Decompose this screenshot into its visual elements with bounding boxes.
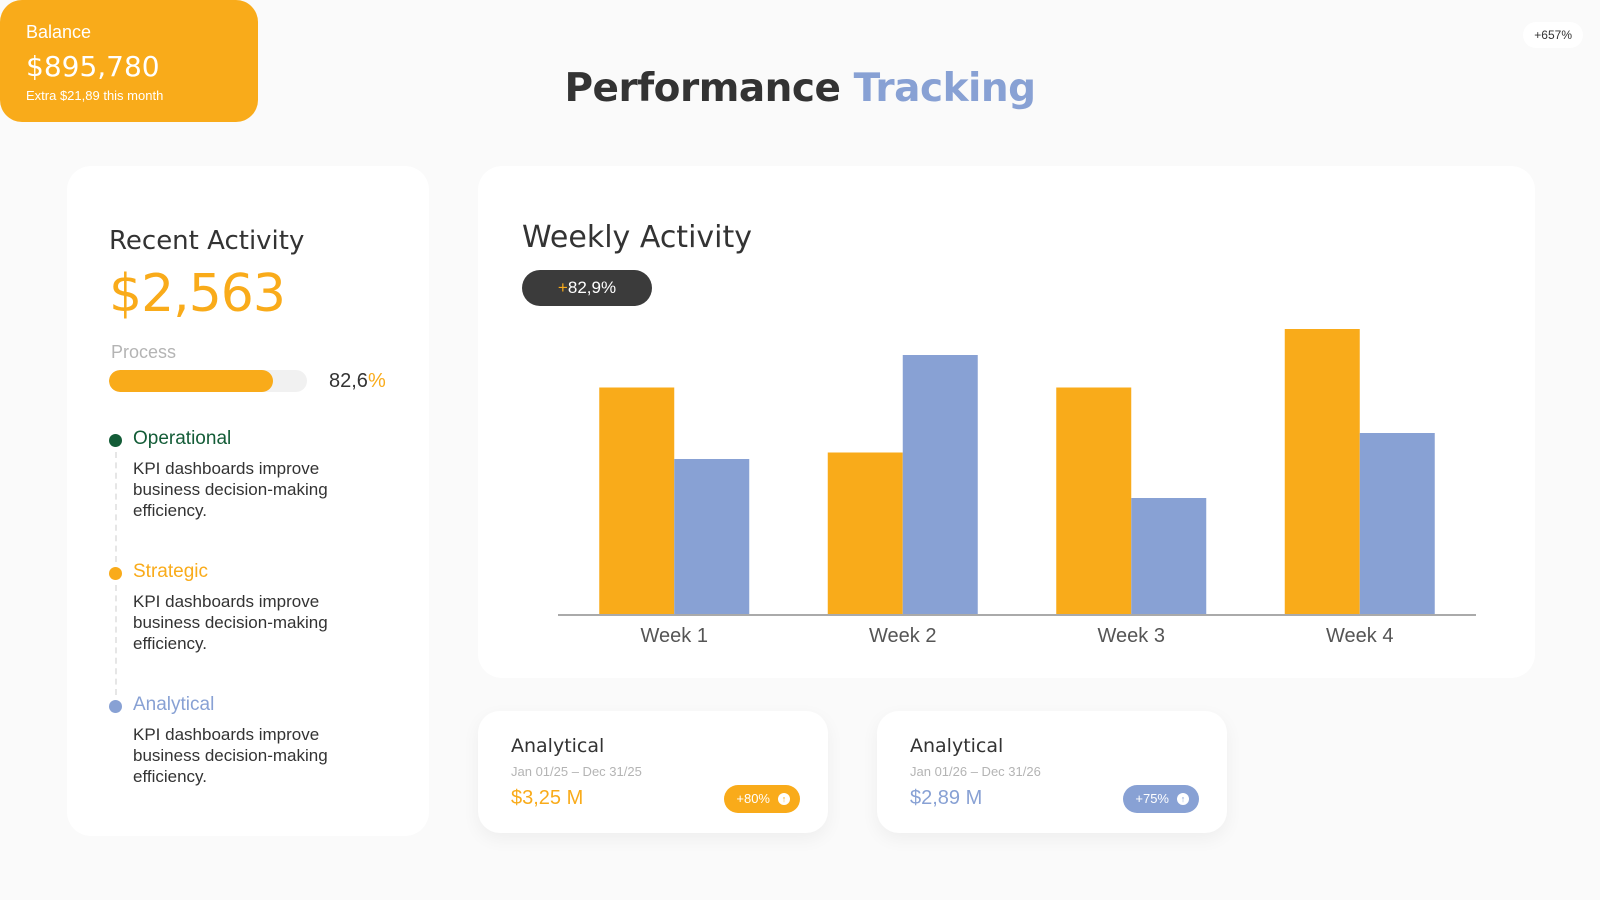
- x-tick-label: Week 4: [1326, 625, 1393, 647]
- x-tick-label: Week 1: [641, 625, 708, 647]
- weekly-change-sign: +: [557, 278, 568, 297]
- stat-date-range: Jan 01/26 – Dec 31/26: [910, 764, 1041, 779]
- timeline-description: KPI dashboards improve business decision…: [133, 592, 328, 653]
- process-progress-fill: [109, 370, 273, 392]
- process-percentage: 82,6%: [329, 370, 386, 393]
- timeline-dot-strategic: [109, 567, 122, 580]
- weekly-activity-title: Weekly Activity: [522, 220, 753, 255]
- page-title-accent: Tracking: [853, 66, 1036, 111]
- weekly-activity-chart: Week 1 Week 2 Week 3 Week 4: [558, 329, 1476, 647]
- weekly-change-badge: +82,9%: [522, 270, 652, 306]
- stat-growth-value: +75%: [1135, 791, 1169, 806]
- x-tick-label: Week 3: [1098, 625, 1165, 647]
- stat-title: Analytical: [511, 735, 605, 757]
- timeline-label-strategic: Strategic: [133, 561, 208, 582]
- timeline-connector: [115, 585, 117, 695]
- stat-growth-badge: +75% ↑: [1123, 785, 1199, 813]
- stat-growth-value: +80%: [736, 791, 770, 806]
- stat-growth-badge: +80% ↑: [724, 785, 800, 813]
- weekly-activity-card: Week 1 Week 2 Week 3 Week 4 Weekly Activity…: [478, 166, 1535, 678]
- timeline-label-analytical: Analytical: [133, 694, 215, 715]
- timeline-description: KPI dashboards improve business decision…: [133, 725, 328, 786]
- bar-week-3-series-2: [1131, 498, 1207, 615]
- stat-date-range: Jan 01/25 – Dec 31/25: [511, 764, 642, 779]
- bar-week-3-series-1: [1056, 387, 1132, 615]
- process-percentage-number: 82,6: [329, 370, 368, 392]
- balance-title: Balance: [26, 22, 92, 42]
- timeline-dot-analytical: [109, 700, 122, 713]
- recent-activity-value: $2,563: [109, 264, 286, 324]
- recent-activity-title: Recent Activity: [109, 226, 305, 256]
- balance-card: Balance $895,780 Extra $21,89 this month…: [0, 0, 1583, 122]
- bar-week-4-series-2: [1359, 433, 1435, 615]
- bar-week-1-series-2: [674, 459, 750, 615]
- process-progress-bar: [109, 370, 307, 392]
- weekly-change-value: 82,9%: [567, 278, 617, 297]
- bar-week-2-series-2: [902, 355, 978, 615]
- bar-week-1-series-1: [599, 387, 675, 615]
- timeline-description: KPI dashboards improve business decision…: [133, 459, 328, 520]
- bar-week-4-series-1: [1284, 329, 1360, 615]
- page-title: Performance Tracking: [0, 66, 1600, 111]
- arrow-up-circle-icon: ↑: [1177, 793, 1189, 805]
- page-title-main: Performance: [564, 66, 841, 111]
- recent-activity-card: Recent Activity $2,563 Process 82,6% Ope…: [67, 166, 429, 836]
- timeline-connector: [115, 452, 117, 562]
- balance-growth-badge: +657%: [1523, 22, 1583, 48]
- analytical-stat-card-2026: Analytical Jan 01/26 – Dec 31/26 $2,89 M…: [877, 711, 1227, 833]
- arrow-up-circle-icon: ↑: [778, 793, 790, 805]
- stat-value: $3,25 M: [511, 787, 584, 809]
- timeline-label-operational: Operational: [133, 428, 232, 449]
- process-label: Process: [111, 342, 177, 362]
- balance-value: $895,780: [26, 50, 160, 83]
- process-percentage-sign: %: [367, 370, 386, 392]
- analytical-stat-card-2025: Analytical Jan 01/25 – Dec 31/25 $3,25 M…: [478, 711, 828, 833]
- x-tick-label: Week 2: [869, 625, 936, 647]
- stat-title: Analytical: [910, 735, 1004, 757]
- bar-week-2-series-1: [827, 452, 903, 615]
- balance-note: Extra $21,89 this month: [26, 88, 164, 103]
- stat-value: $2,89 M: [910, 787, 983, 809]
- timeline-dot-operational: [109, 434, 122, 447]
